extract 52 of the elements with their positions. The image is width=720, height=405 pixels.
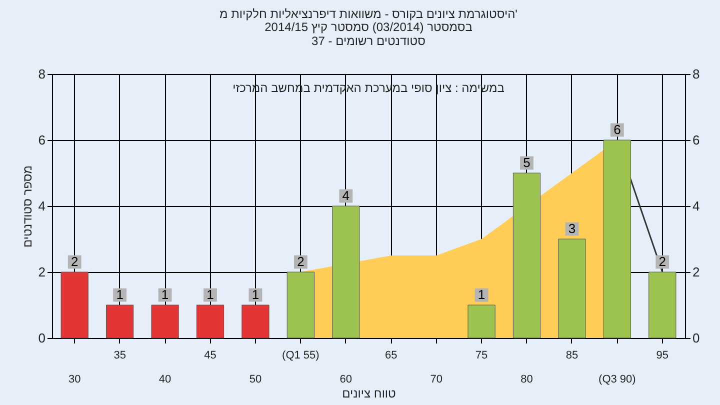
y-tick-label: 0 — [38, 330, 46, 346]
bar — [151, 304, 179, 338]
x-tick-label: 50 — [249, 374, 262, 386]
chart-title: היסטוגרמת ציונים בקורס - משוואות דיפרנציאליות חלקיות מ' — [220, 7, 518, 21]
x-tick-label: 65 — [384, 350, 398, 362]
data-label: 2 — [658, 254, 666, 269]
data-label: 2 — [70, 254, 78, 269]
x-tick-label: 35 — [114, 350, 126, 362]
bar — [332, 206, 360, 338]
bar — [603, 140, 631, 338]
y-tick-label: 2 — [38, 264, 46, 280]
x-tick-label: 30 — [68, 374, 81, 386]
x-tick-label: 70 — [430, 374, 442, 386]
y2-tick-label: 0 — [692, 330, 700, 346]
bar — [648, 272, 676, 338]
data-label: 6 — [614, 122, 621, 137]
x-tick-label: 40 — [158, 374, 172, 386]
data-label: 1 — [116, 287, 124, 302]
data-label: 1 — [478, 287, 486, 302]
y-tick-label: 4 — [38, 198, 46, 214]
bar — [468, 304, 496, 338]
bar — [196, 304, 224, 338]
y2-tick-label: 2 — [692, 264, 700, 280]
x-tick-label: 85 — [566, 350, 578, 362]
data-label: 5 — [523, 155, 530, 170]
y-tick-label: 8 — [38, 66, 46, 82]
x-tick-label: 60 — [340, 374, 352, 386]
x-tick-label: 45 — [204, 350, 216, 362]
bar — [106, 304, 134, 338]
y-tick-label: 6 — [38, 132, 46, 148]
data-label: 3 — [568, 221, 576, 236]
x-axis-title: טווח ציונים — [342, 386, 396, 400]
bar — [512, 172, 541, 338]
y2-tick-label: 8 — [692, 66, 700, 82]
data-label: 1 — [206, 287, 214, 302]
bar — [286, 272, 314, 338]
y-axis-title: מספר סטודנטים — [20, 165, 34, 248]
data-label: 2 — [297, 254, 304, 269]
x-tick-label: (Q1 55) — [282, 350, 320, 362]
chart-subtitle: בסמסטר (03/2014) סמסטר קיץ 2014/15 סטודנטים רשומים - 37 — [264, 20, 472, 48]
y2-tick-label: 6 — [692, 132, 700, 148]
data-label: 4 — [342, 188, 350, 203]
x-tick-label: 95 — [656, 350, 669, 362]
x-tick-label: (Q3 90) — [598, 374, 636, 386]
bar — [558, 238, 586, 338]
data-label: 1 — [252, 287, 260, 302]
bar — [60, 272, 88, 338]
bar — [242, 304, 270, 338]
data-label: 1 — [161, 287, 169, 302]
y2-tick-label: 4 — [692, 198, 700, 214]
x-tick-label: 80 — [520, 374, 533, 386]
x-tick-label: 75 — [475, 350, 488, 362]
